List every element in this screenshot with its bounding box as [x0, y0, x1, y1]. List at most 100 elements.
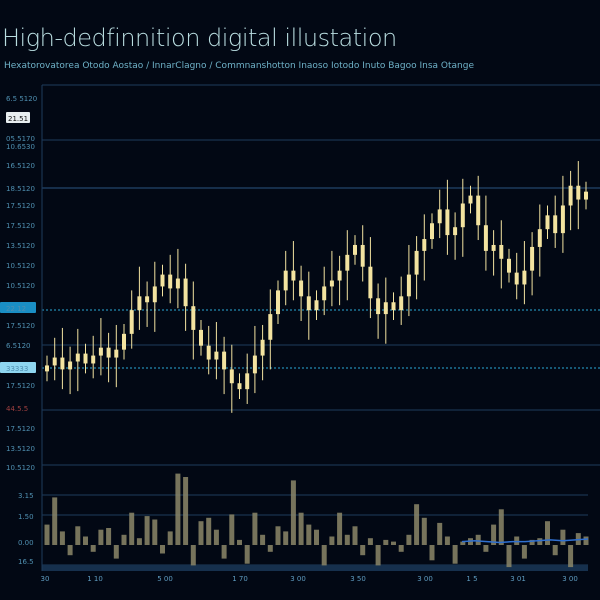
volume-bar [229, 514, 235, 545]
y-tick-badge [0, 302, 36, 313]
candle-body [276, 290, 280, 315]
volume-bar [52, 497, 58, 545]
y-tick-label: 17.5120 [6, 382, 35, 390]
volume-bar [298, 512, 304, 545]
candle-body [252, 355, 257, 374]
y-tick-label: 13.5120 [6, 445, 35, 453]
candle-body [491, 244, 496, 251]
candle-body [237, 383, 242, 390]
candle-body [199, 329, 203, 346]
candle-body [91, 355, 96, 364]
candle-body [83, 353, 88, 364]
volume-bar [252, 512, 258, 545]
volume-bar [391, 541, 396, 545]
candle-body [299, 280, 304, 297]
candle-body [468, 195, 473, 204]
volume-bar [167, 531, 173, 545]
y-tick-label: 10.5120 [6, 464, 35, 472]
y-tick-label: 17.5120 [6, 322, 35, 330]
x-tick-label: 3 00 [562, 575, 578, 583]
volume-bar [290, 480, 296, 545]
volume-bar [506, 545, 512, 568]
y-tick-badge [6, 112, 30, 123]
x-tick-label: 3 00 [290, 575, 306, 583]
volume-bar [568, 545, 574, 568]
volume-bar [221, 545, 227, 559]
x-tick-label: 3 50 [350, 575, 366, 583]
candle-body [360, 244, 365, 267]
breadcrumb: Hexatorovatorea Otodo Aostao / InnarClag… [4, 61, 475, 71]
volume-bar [491, 524, 497, 545]
volume-bar [106, 528, 112, 545]
candle-body [214, 351, 219, 360]
volume-bar [260, 534, 266, 545]
volume-bar [237, 539, 242, 545]
volume-bar [383, 539, 389, 545]
candle-body [530, 246, 535, 271]
volume-bar [160, 545, 165, 554]
y-tick-badge [0, 362, 36, 373]
volume-bar [421, 517, 427, 545]
volume-bar [367, 538, 373, 545]
volume-bar [283, 531, 289, 545]
candle-body [52, 357, 57, 366]
volume-bar [545, 521, 550, 545]
volume-bar [398, 545, 404, 552]
y-tick-label: 44.5.5 [6, 405, 28, 413]
candle-body [260, 339, 265, 356]
volume-bar [552, 545, 558, 556]
y-tick-label: 18.5120 [6, 185, 35, 193]
candle-body [122, 333, 126, 350]
volume-bar [198, 521, 204, 545]
volume-bar [583, 536, 589, 545]
volume-bar [460, 541, 466, 545]
y-tick-label: 10.5120 [6, 262, 35, 270]
volume-bar [329, 536, 335, 545]
candle-body [229, 369, 234, 384]
volume-bar [406, 534, 412, 545]
volume-bar [344, 534, 350, 545]
candle-body [268, 314, 273, 340]
y-tick-label: 6.5 5120 [6, 95, 37, 103]
candle-body [106, 347, 111, 358]
volume-bar [190, 545, 196, 566]
candle-body [175, 278, 180, 289]
y-tick-label: 22.12 [6, 305, 26, 313]
candle-body [453, 227, 458, 236]
candle-body [160, 274, 165, 287]
volume-tick-label: 3.15 [18, 492, 34, 500]
volume-bar [321, 545, 327, 566]
candle-body [368, 266, 373, 299]
y-tick-label: 17.5120 [6, 202, 35, 210]
candle-body [568, 185, 573, 206]
volume-bar [444, 536, 450, 545]
volume-bar [152, 519, 158, 545]
candle-body [545, 215, 550, 230]
candle-body [345, 254, 350, 271]
candle-body [168, 274, 173, 289]
candle-body [306, 296, 311, 311]
candle-body [414, 250, 419, 275]
volume-bar [59, 531, 65, 545]
y-tick-label: 6.5120 [6, 342, 31, 350]
candle-body [522, 270, 527, 285]
candle-body [291, 270, 296, 281]
candle-body [145, 296, 150, 303]
candle-body [60, 357, 65, 370]
volume-bar [414, 504, 420, 545]
volume-bar [475, 534, 481, 545]
volume-tick-label: 1.50 [18, 513, 34, 521]
candle-body [98, 347, 103, 356]
volume-bar [113, 545, 119, 559]
volume-bar [337, 512, 343, 545]
candle-body [206, 345, 211, 360]
volume-bar [213, 529, 219, 545]
candle-body [129, 310, 134, 334]
x-tick-label: 3 01 [510, 575, 526, 583]
volume-bar [129, 512, 135, 545]
volume-bar [244, 545, 250, 564]
candle-body [75, 353, 80, 362]
volume-tick-label: 16.5 [18, 558, 34, 566]
volume-bar [537, 538, 543, 545]
